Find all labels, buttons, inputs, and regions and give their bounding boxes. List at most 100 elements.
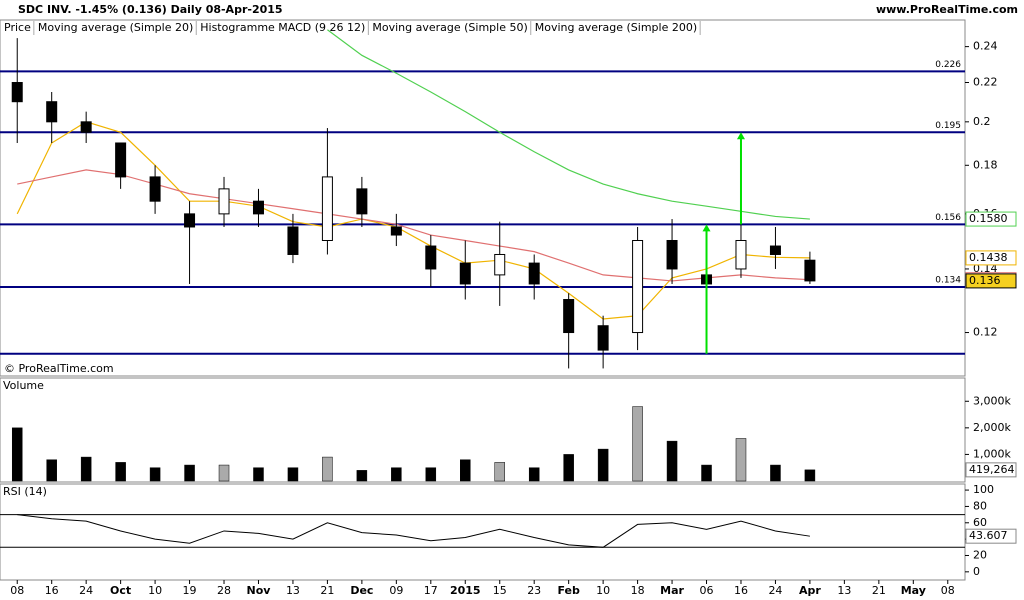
volume-bar — [701, 464, 712, 482]
value-label-box — [965, 250, 1017, 266]
value-label: 0.1438 — [969, 251, 1008, 264]
candle-body — [563, 299, 575, 334]
legend-entry: Moving average (Simple 50) — [372, 21, 527, 34]
volume-bar — [425, 467, 437, 482]
volume-bar — [115, 462, 126, 482]
target-arrow-head — [702, 224, 711, 232]
candle-body — [597, 325, 609, 351]
x-tick-label: 09 — [389, 584, 403, 597]
level-label: 0.134 — [935, 276, 961, 286]
ma-line — [17, 169, 810, 282]
candle-body — [666, 239, 678, 270]
x-tick-label: 08 — [941, 584, 955, 597]
x-tick-label: 24 — [768, 584, 782, 597]
volume-bar — [322, 456, 333, 482]
target-arrow-head — [736, 132, 745, 140]
level-label: 0.195 — [935, 121, 961, 131]
candle-body — [321, 176, 333, 241]
volume-bar — [632, 406, 643, 482]
value-label-box — [965, 462, 1017, 478]
legend-entry: Price — [4, 21, 31, 34]
x-tick-label: 21 — [320, 584, 334, 597]
y-tick-label: 0.24 — [973, 40, 998, 53]
volume-bar — [80, 456, 92, 482]
volume-bar — [528, 467, 540, 482]
y-tick-label: 3,000k — [973, 394, 1011, 407]
x-tick-label: Mar — [660, 584, 684, 597]
volume-frame — [0, 377, 966, 483]
candle-body — [425, 245, 437, 270]
x-tick-label: 10 — [596, 584, 610, 597]
panel-title: Volume — [3, 379, 44, 392]
price-frame — [0, 19, 966, 377]
chart-title: SDC INV. -1.45% (0.136) Daily 08-Apr-201… — [18, 3, 283, 16]
rsi-line — [17, 514, 810, 548]
candle-body — [459, 262, 471, 285]
x-tick-label: Nov — [247, 584, 272, 597]
x-tick-label: 15 — [493, 584, 507, 597]
volume-bar — [804, 469, 816, 482]
x-tick-label: 16 — [45, 584, 59, 597]
candle-body — [287, 226, 299, 255]
x-tick-label: 13 — [837, 584, 851, 597]
volume-bar — [770, 464, 781, 482]
value-label-box — [965, 528, 1017, 544]
volume-bar — [666, 440, 678, 482]
y-tick-label: 0 — [973, 565, 980, 578]
y-tick-label: 60 — [973, 516, 987, 529]
candle-body — [632, 239, 644, 334]
volume-bar — [494, 462, 505, 482]
candle-body — [252, 200, 264, 215]
candle-body — [218, 188, 230, 215]
x-tick-label: May — [901, 584, 926, 597]
x-tick-label: 23 — [527, 584, 541, 597]
volume-bar — [563, 454, 574, 482]
volume-bar — [460, 459, 471, 482]
ma-line — [16, 121, 810, 320]
x-tick-label: 24 — [79, 584, 93, 597]
candle-body — [184, 213, 196, 228]
x-tick-label: Feb — [557, 584, 580, 597]
value-label-box — [965, 273, 1017, 289]
x-tick-label: 17 — [424, 584, 438, 597]
candle-body — [735, 239, 747, 270]
candle-body — [769, 245, 781, 255]
candle-body — [356, 188, 368, 215]
copyright: © ProRealTime.com — [4, 362, 114, 375]
value-label-box — [965, 211, 1017, 227]
candle-body — [804, 259, 816, 282]
y-tick-label: 100 — [973, 483, 994, 496]
y-tick-label: 0.22 — [973, 76, 998, 89]
y-tick-label: 0.12 — [973, 326, 998, 339]
volume-bar — [46, 459, 57, 482]
volume-bar — [287, 467, 299, 482]
x-tick-label: 06 — [700, 584, 714, 597]
legend-entry: Moving average (Simple 20) — [38, 21, 193, 34]
level-label: 0.156 — [935, 213, 961, 223]
value-label: 0.1580 — [969, 212, 1008, 225]
volume-bar — [11, 427, 23, 482]
x-tick-label: Apr — [799, 584, 821, 597]
volume-bar — [149, 467, 161, 482]
x-tick-label: 21 — [872, 584, 886, 597]
y-tick-label: 0.18 — [973, 158, 998, 171]
y-tick-label: 0.2 — [973, 115, 991, 128]
legend-entry: Histogramme MACD (9 26 12) — [200, 21, 365, 34]
x-tick-label: 10 — [148, 584, 162, 597]
volume-bar — [253, 467, 264, 482]
rsi-frame — [0, 483, 966, 581]
x-tick-label: 2015 — [450, 584, 481, 597]
candle-body — [149, 176, 161, 202]
volume-bar — [597, 448, 609, 482]
volume-bar — [184, 464, 195, 482]
ma-line — [327, 29, 810, 220]
volume-bar — [218, 464, 230, 482]
value-label: 43.607 — [969, 529, 1008, 542]
y-tick-label: 20 — [973, 548, 987, 561]
volume-bar — [391, 467, 402, 482]
x-tick-label: Oct — [110, 584, 131, 597]
candle-body — [494, 253, 506, 276]
candle-body — [390, 226, 402, 236]
y-tick-label: 2,000k — [973, 421, 1011, 434]
